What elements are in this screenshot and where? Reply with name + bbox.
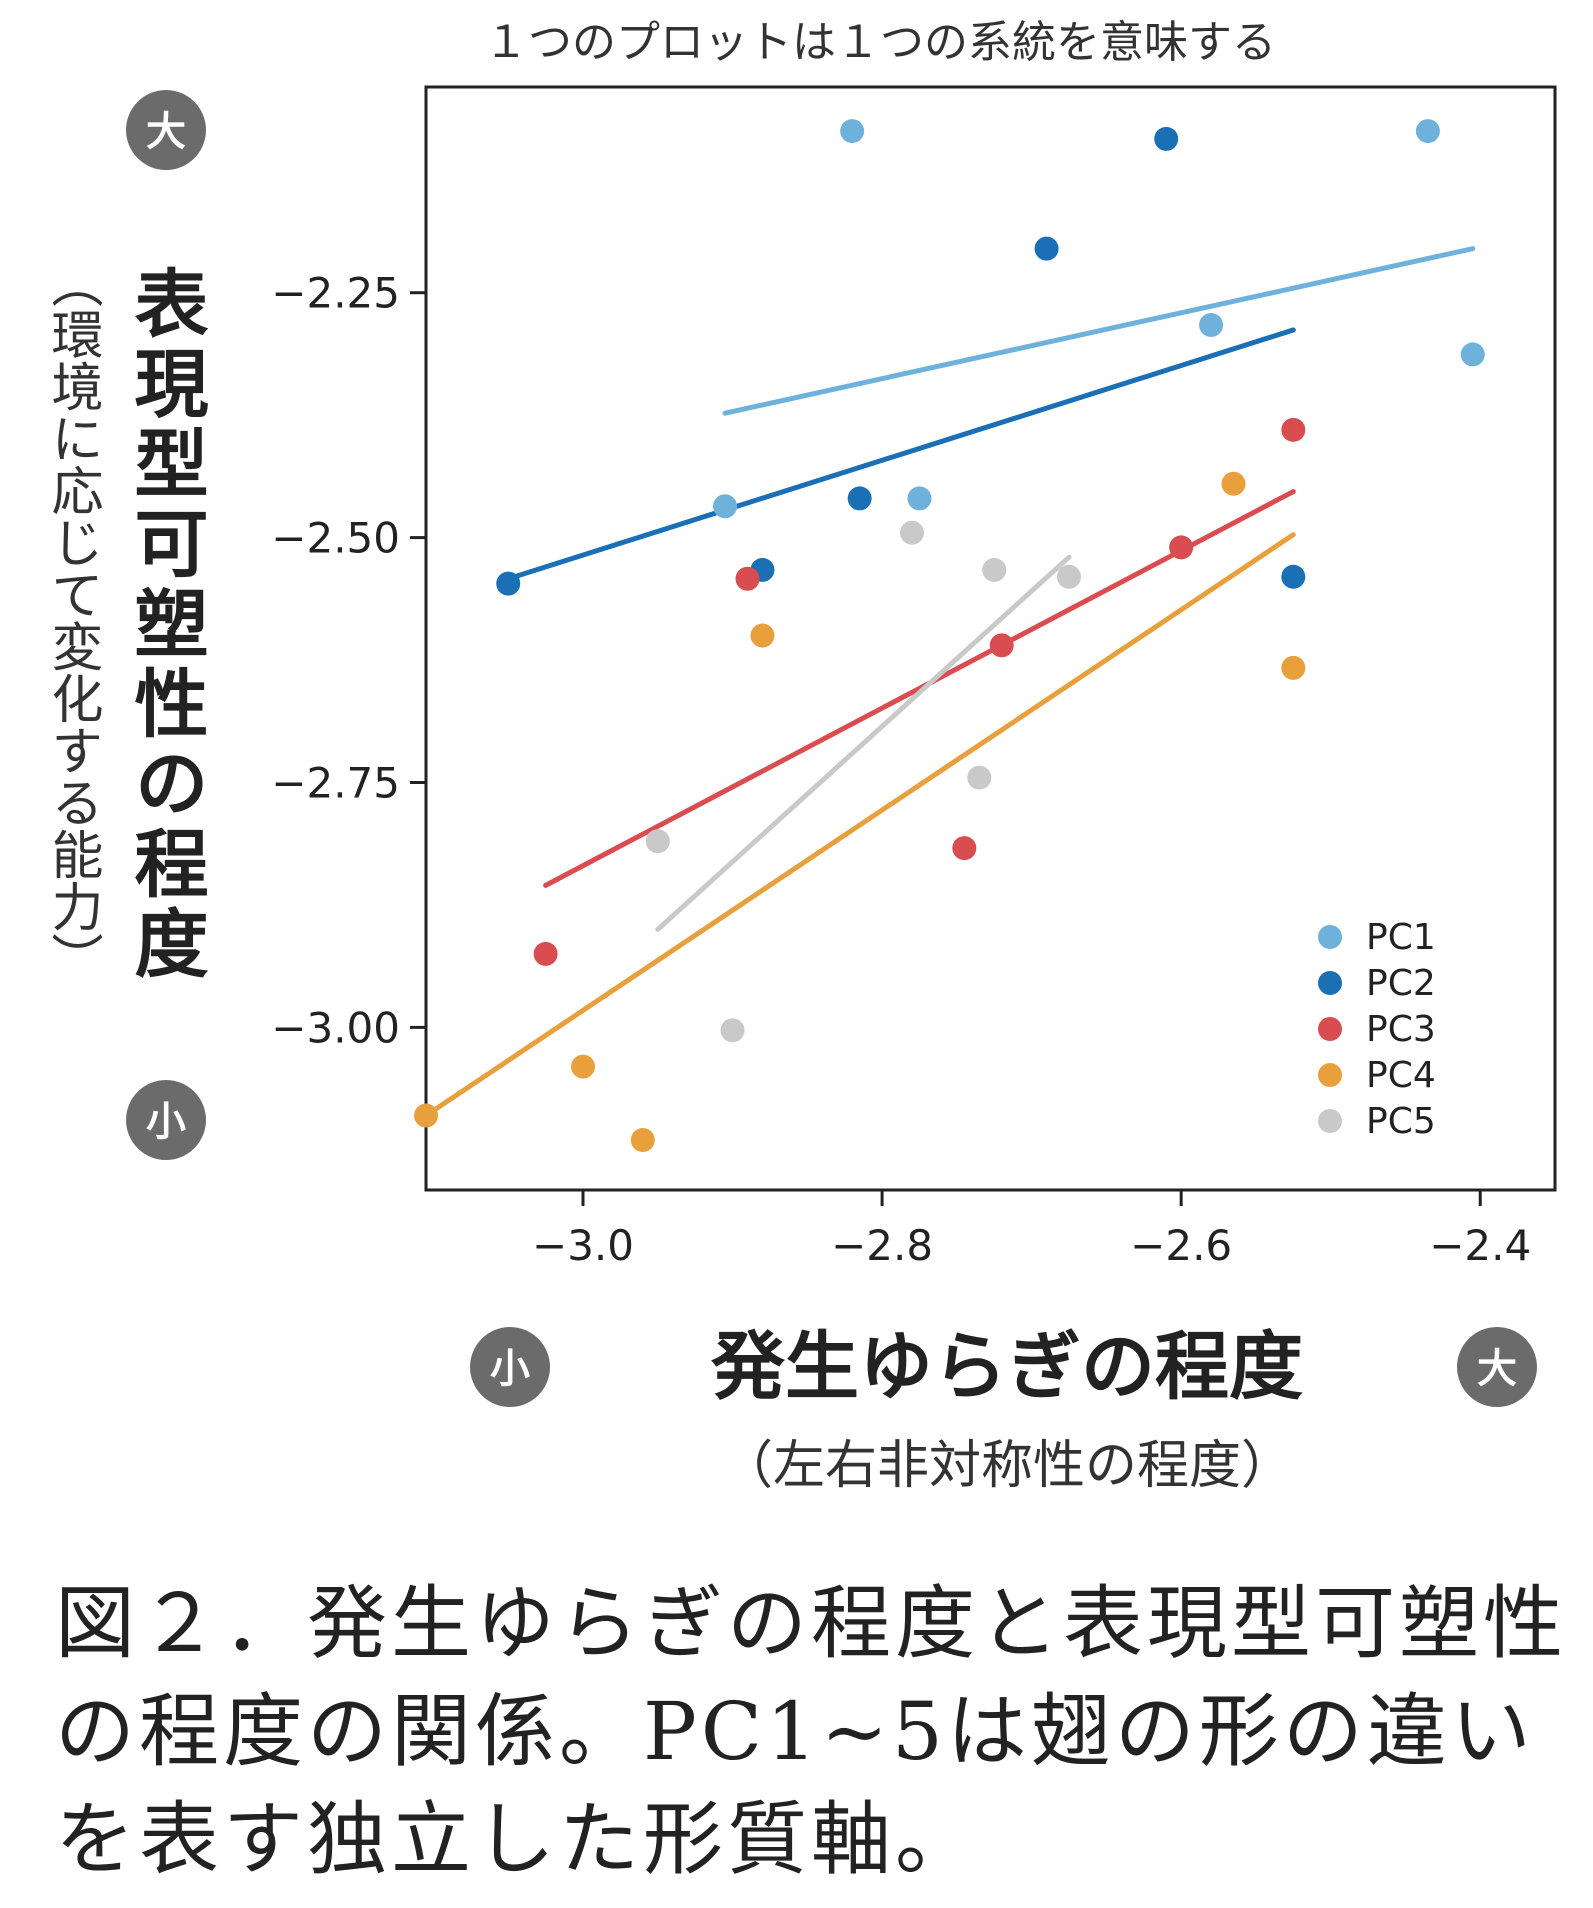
data-point-pc4 xyxy=(571,1054,596,1079)
y-axis-label: 表現型可塑性の程度 xyxy=(122,265,208,985)
x-tick-label: −2.4 xyxy=(1429,1221,1531,1270)
data-point-pc2 xyxy=(1034,236,1059,261)
data-point-pc1 xyxy=(840,119,865,144)
x-tick-label: −2.8 xyxy=(831,1221,933,1270)
data-point-pc1 xyxy=(1199,313,1224,338)
figure: １つのプロットは１つの系統を意味する −2.25 −2.50 −2.75 −3.00 … xyxy=(42,17,1557,1496)
y-tick-label: −3.00 xyxy=(271,1003,400,1052)
legend-marker-pc1 xyxy=(1318,925,1342,949)
data-point-pc2 xyxy=(1154,126,1179,151)
data-point-pc4 xyxy=(750,623,775,648)
data-point-pc2 xyxy=(496,571,521,596)
y-axis: −2.25 −2.50 −2.75 −3.00 xyxy=(271,269,426,1052)
legend-marker-pc5 xyxy=(1318,1109,1342,1133)
x-high-badge-text: 大 xyxy=(1477,1346,1517,1392)
data-point-pc1 xyxy=(1415,119,1440,144)
y-tick-label: −2.75 xyxy=(271,758,400,807)
legend-label-pc1: PC1 xyxy=(1366,917,1436,958)
y-tick-label: −2.25 xyxy=(271,269,400,318)
data-point-pc5 xyxy=(720,1018,745,1043)
data-point-pc2 xyxy=(1281,564,1306,589)
y-low-badge: 小 xyxy=(126,1080,206,1160)
data-point-pc2 xyxy=(847,486,872,511)
y-tick-label: −2.50 xyxy=(271,514,400,563)
y-low-badge-text: 小 xyxy=(146,1099,186,1145)
legend-marker-pc4 xyxy=(1318,1063,1342,1087)
x-tick-label: −2.6 xyxy=(1130,1221,1232,1270)
caption-line-1: 図２．発生ゆらぎの程度と表現型可塑性 xyxy=(55,1577,1567,1670)
data-point-pc5 xyxy=(1057,564,1082,589)
data-point-pc5 xyxy=(967,765,992,790)
x-low-badge: 小 xyxy=(470,1327,550,1407)
data-point-pc3 xyxy=(952,836,977,861)
legend-marker-pc3 xyxy=(1318,1017,1342,1041)
scatter-chart: １つのプロットは１つの系統を意味する −2.25−2.50−2.75−3.00 … xyxy=(42,17,1557,1496)
caption-line-3: を表す独立した形質軸。 xyxy=(55,1793,979,1886)
plot-frame xyxy=(424,85,1557,1192)
legend-marker-pc2 xyxy=(1318,971,1342,995)
data-point-pc1 xyxy=(907,486,932,511)
x-axis: −3.0 −2.8 −2.6 −2.4 xyxy=(532,1190,1531,1270)
caption-line-2: の程度の関係。PC1~5は翅の形の違い xyxy=(55,1685,1535,1778)
trend-line-pc1 xyxy=(722,246,1476,416)
y-high-badge-text: 大 xyxy=(146,109,186,155)
x-low-badge-text: 小 xyxy=(490,1346,530,1392)
data-point-pc5 xyxy=(899,520,924,545)
figure-caption: 図２．発生ゆらぎの程度と表現型可塑性 の程度の関係。PC1~5は翅の形の違い を… xyxy=(55,1570,1567,1894)
legend-label-pc3: PC3 xyxy=(1366,1009,1436,1050)
data-point-pc4 xyxy=(414,1103,438,1128)
data-points xyxy=(414,119,1485,1153)
trend-lines xyxy=(423,246,1476,1119)
legend-label-pc5: PC5 xyxy=(1366,1101,1436,1142)
data-point-pc1 xyxy=(713,494,738,519)
data-point-pc3 xyxy=(735,566,760,591)
data-point-pc3 xyxy=(989,633,1014,658)
trend-line-pc4 xyxy=(423,532,1296,1119)
trend-line-pc5 xyxy=(655,554,1072,932)
data-point-pc1 xyxy=(1460,342,1485,367)
data-point-pc4 xyxy=(630,1128,655,1153)
x-high-badge: 大 xyxy=(1457,1327,1537,1407)
data-point-pc5 xyxy=(645,829,670,854)
chart-title: １つのプロットは１つの系統を意味する xyxy=(484,17,1276,68)
legend-label-pc2: PC2 xyxy=(1366,963,1436,1004)
data-point-pc3 xyxy=(1169,535,1194,560)
y-high-badge: 大 xyxy=(126,90,206,170)
data-point-pc4 xyxy=(1221,471,1246,496)
x-tick-label: −3.0 xyxy=(532,1221,634,1270)
trend-line-pc2 xyxy=(505,327,1296,582)
data-point-pc4 xyxy=(1281,655,1306,680)
x-axis-label: 発生ゆらぎの程度 xyxy=(711,1324,1303,1410)
legend-label-pc4: PC4 xyxy=(1366,1055,1436,1096)
data-point-pc3 xyxy=(533,941,558,966)
data-point-pc5 xyxy=(982,557,1007,582)
x-axis-sublabel: （左右非対称性の程度） xyxy=(721,1436,1293,1496)
data-point-pc3 xyxy=(1281,417,1306,442)
legend: PC1 PC2 PC3 PC4 PC5 xyxy=(1318,917,1436,1142)
trend-line-pc3 xyxy=(543,489,1296,888)
y-axis-sublabel: （環境に応じて変化する能力） xyxy=(42,256,102,984)
